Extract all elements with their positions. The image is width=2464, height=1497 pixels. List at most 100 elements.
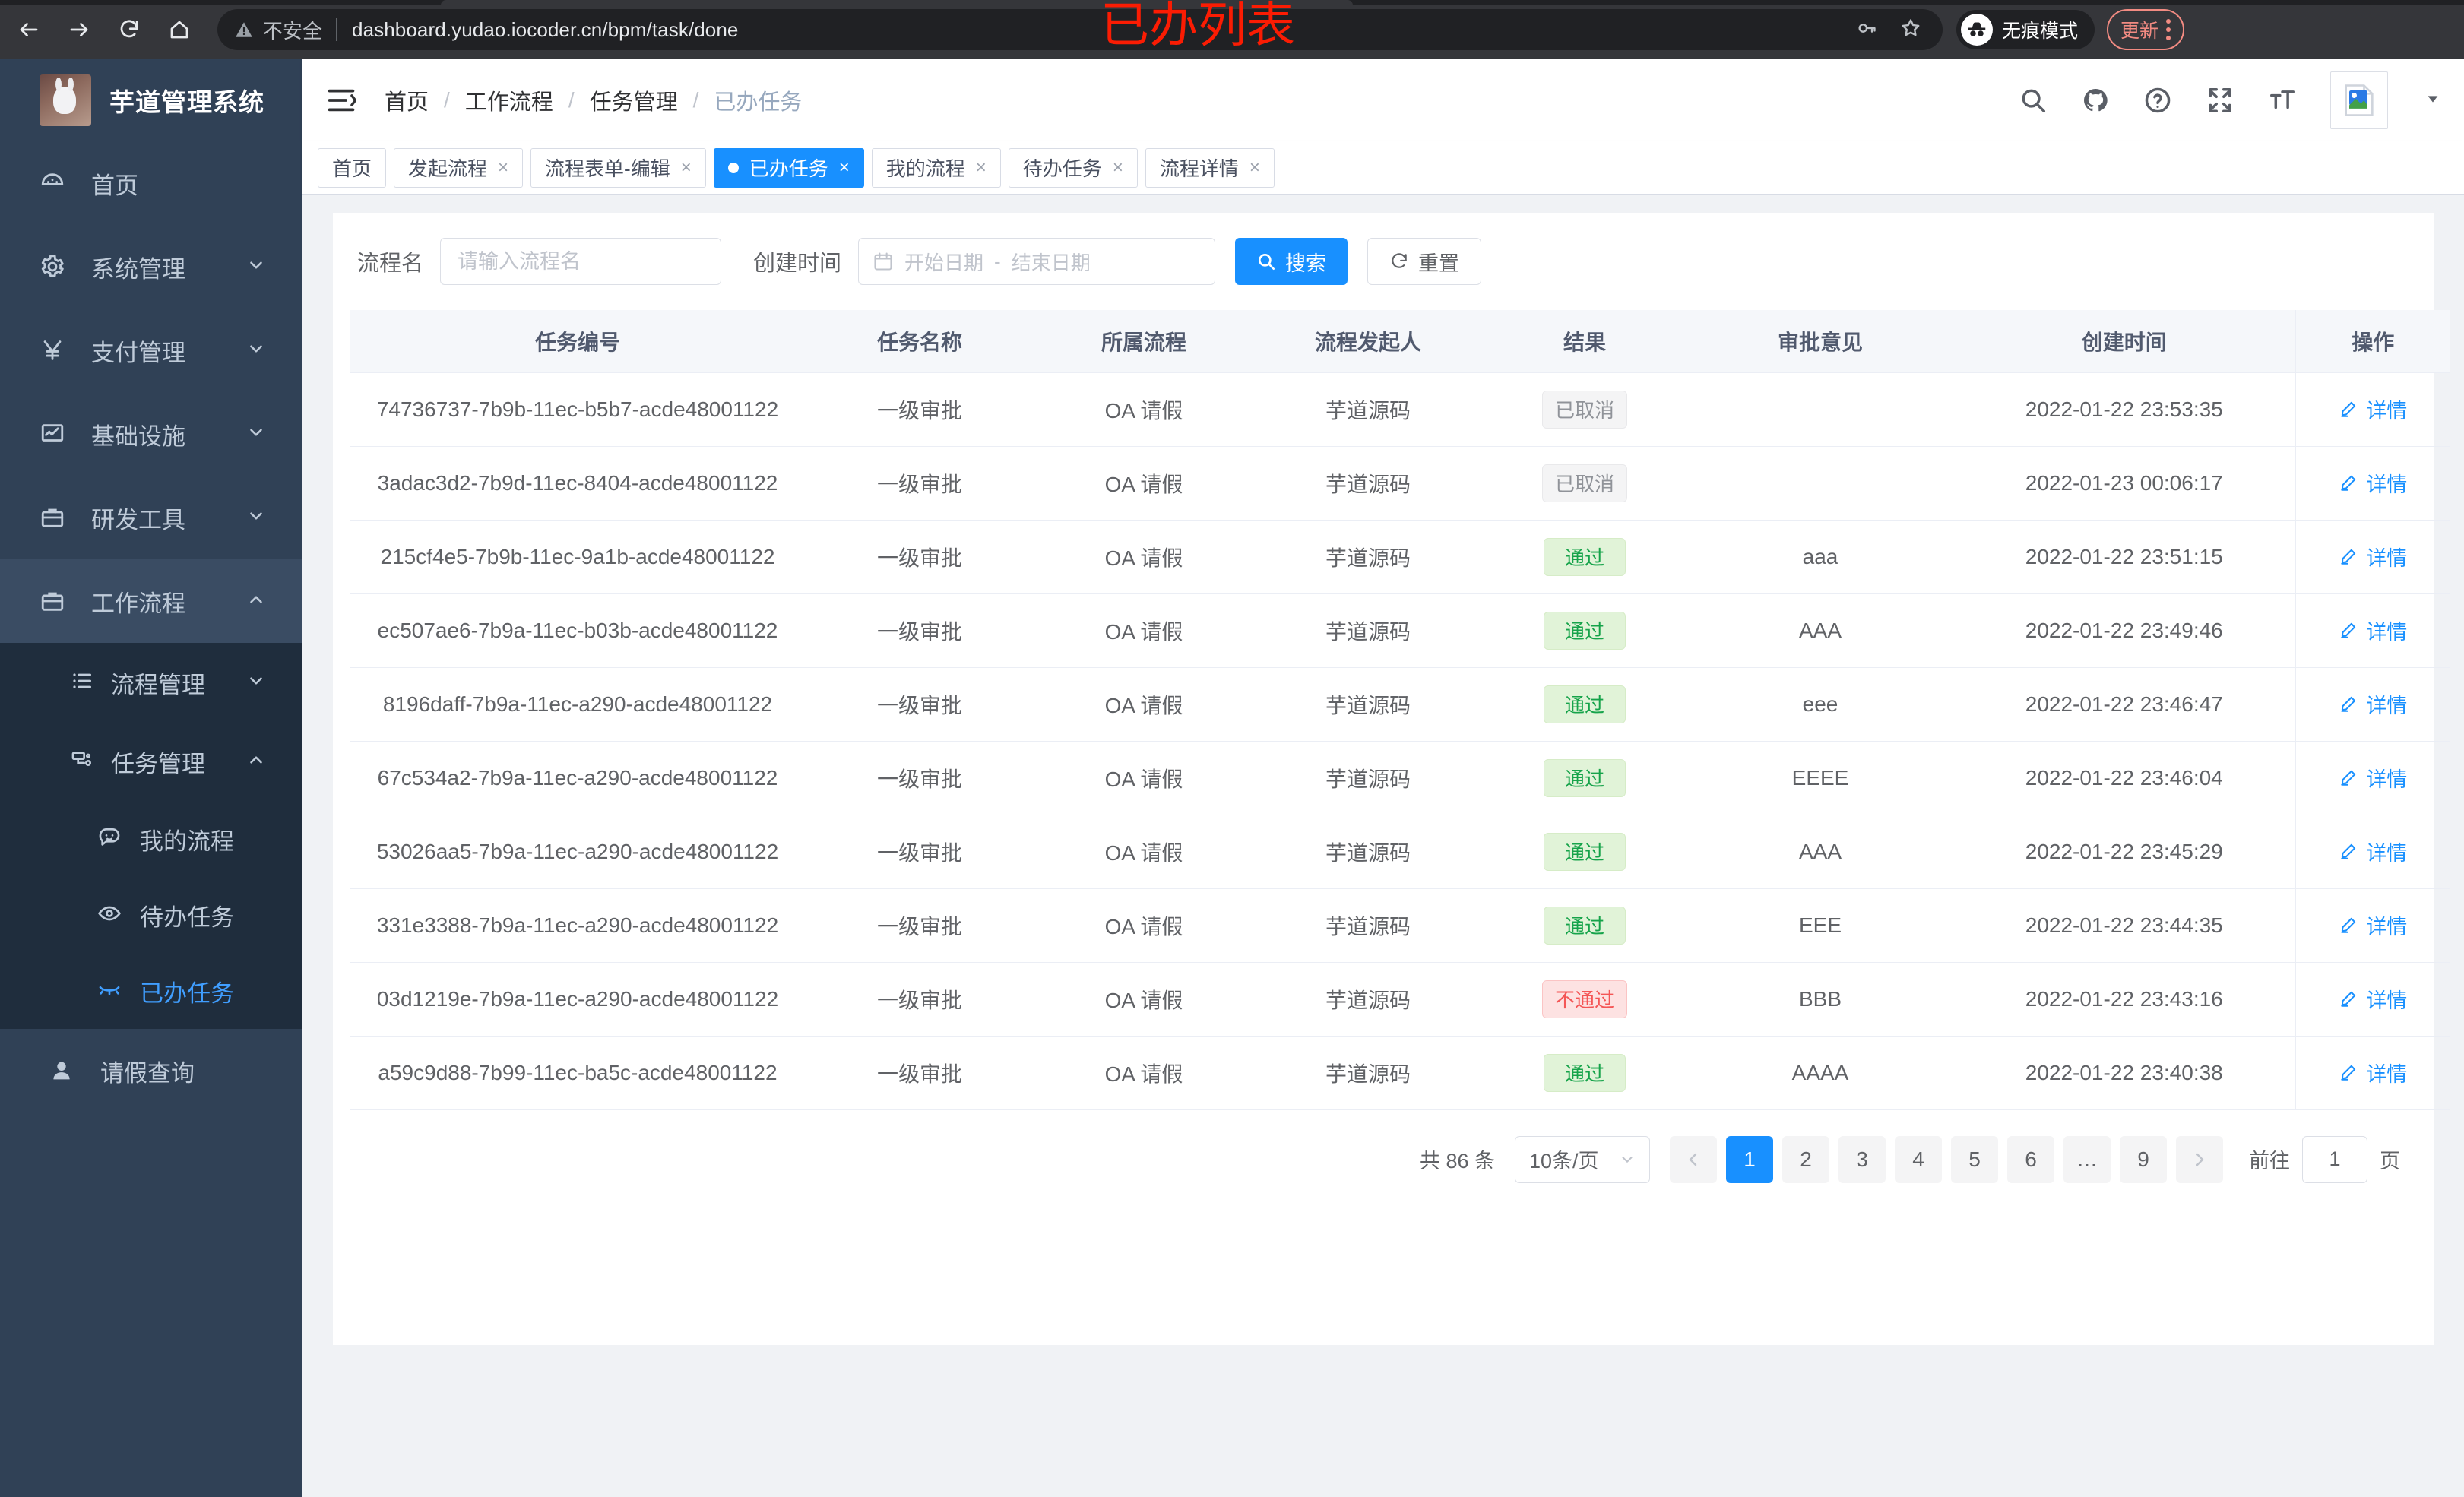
page-number-button[interactable]: 2 xyxy=(1782,1135,1829,1183)
cell-opinion: aaa xyxy=(1687,520,1953,594)
page-number-button[interactable]: 4 xyxy=(1895,1135,1942,1183)
sidebar-item-workflow[interactable]: 工作流程 xyxy=(0,559,302,643)
close-icon[interactable]: × xyxy=(680,157,692,178)
sidebar-item-done-task[interactable]: 已办任务 xyxy=(0,953,302,1029)
sidebar-item-home[interactable]: 首页 xyxy=(0,141,302,225)
detail-link[interactable]: 详情 xyxy=(2339,910,2407,940)
reset-button-label: 重置 xyxy=(1418,252,1460,275)
sidebar-item-my-process[interactable]: 我的流程 xyxy=(0,801,302,877)
back-arrow-icon[interactable] xyxy=(8,8,50,51)
active-browser-tab[interactable] xyxy=(441,0,1353,5)
detail-link[interactable]: 详情 xyxy=(2339,689,2407,719)
calendar-icon xyxy=(874,252,892,271)
date-range-dash: - xyxy=(994,249,1001,273)
home-icon[interactable] xyxy=(158,8,201,51)
kebab-menu-icon[interactable] xyxy=(2166,19,2171,40)
detail-link[interactable]: 详情 xyxy=(2339,616,2407,645)
tab-done-task[interactable]: 已办任务 × xyxy=(713,147,864,188)
reload-icon[interactable] xyxy=(108,8,150,51)
sidebar-item-todo-task[interactable]: 待办任务 xyxy=(0,877,302,953)
yen-icon xyxy=(40,337,74,363)
sidebar-item-label: 流程管理 xyxy=(111,671,205,698)
cell-actions: 详情 xyxy=(2295,593,2450,668)
cell-initiator: 芋道源码 xyxy=(1254,372,1482,447)
cell-process: OA 请假 xyxy=(1034,593,1254,668)
tab-process-form-edit[interactable]: 流程表单-编辑 × xyxy=(530,147,706,188)
password-key-icon[interactable] xyxy=(1856,17,1877,43)
flow-name-input[interactable] xyxy=(440,238,722,285)
tab-home[interactable]: 首页 xyxy=(318,147,387,188)
goto-label: 前往 xyxy=(2249,1150,2290,1173)
close-icon[interactable]: × xyxy=(498,157,509,178)
table-row: 74736737-7b9b-11ec-b5b7-acde48001122 一级审批… xyxy=(350,372,2450,447)
search-icon[interactable] xyxy=(2019,86,2048,115)
detail-link[interactable]: 详情 xyxy=(2339,837,2407,866)
tab-todo-task[interactable]: 待办任务 × xyxy=(1008,147,1138,188)
sidebar-item-infrastructure[interactable]: 基础设施 xyxy=(0,392,302,476)
cell-actions: 详情 xyxy=(2295,520,2450,594)
close-icon[interactable]: × xyxy=(838,157,850,178)
github-icon[interactable] xyxy=(2081,86,2110,115)
cell-result: 通过 xyxy=(1482,888,1687,963)
table-row: 53026aa5-7b9a-11ec-a290-acde48001122 一级审批… xyxy=(350,815,2450,889)
update-button[interactable]: 更新 xyxy=(2107,9,2185,50)
detail-link[interactable]: 详情 xyxy=(2339,984,2407,1014)
breadcrumb-item-task-manage[interactable]: 任务管理 xyxy=(589,90,678,115)
tab-label: 我的流程 xyxy=(885,157,965,180)
bookmark-star-icon[interactable] xyxy=(1900,17,1921,43)
page-number-button[interactable]: 6 xyxy=(2007,1135,2054,1183)
breadcrumb-item-workflow[interactable]: 工作流程 xyxy=(464,90,553,115)
chevron-down-icon xyxy=(246,423,266,446)
cell-task-id: 74736737-7b9b-11ec-b5b7-acde48001122 xyxy=(350,372,806,447)
detail-link[interactable]: 详情 xyxy=(2339,468,2407,498)
sidebar-item-leave-query[interactable]: 请假查询 xyxy=(0,1029,302,1112)
page-number-button[interactable]: 5 xyxy=(1951,1135,1998,1183)
page-ellipsis[interactable]: … xyxy=(2063,1135,2111,1183)
monitor-icon xyxy=(40,421,74,447)
sidebar-item-devtools[interactable]: 研发工具 xyxy=(0,476,302,559)
forward-arrow-icon[interactable] xyxy=(58,8,100,51)
page-number-button[interactable]: 3 xyxy=(1838,1135,1886,1183)
close-icon[interactable]: × xyxy=(1249,157,1260,178)
next-page-button[interactable] xyxy=(2176,1135,2223,1183)
sidebar-item-system[interactable]: 系统管理 xyxy=(0,225,302,309)
incognito-mode-chip[interactable]: 无痕模式 xyxy=(1956,10,2095,49)
date-range-picker[interactable]: 开始日期 - 结束日期 xyxy=(858,238,1216,285)
close-icon[interactable]: × xyxy=(1112,157,1123,178)
tab-start-process[interactable]: 发起流程 × xyxy=(394,147,524,188)
edit-pencil-icon xyxy=(2341,623,2356,639)
detail-link[interactable]: 详情 xyxy=(2339,763,2407,793)
detail-link[interactable]: 详情 xyxy=(2339,542,2407,571)
tab-process-detail[interactable]: 流程详情 × xyxy=(1145,147,1275,188)
fullscreen-icon[interactable] xyxy=(2206,86,2234,115)
sidebar-item-process-manage[interactable]: 流程管理 xyxy=(0,643,302,722)
page-size-select[interactable]: 10条/页 xyxy=(1515,1135,1650,1183)
prev-page-button[interactable] xyxy=(1670,1135,1717,1183)
help-circle-icon[interactable] xyxy=(2143,86,2172,115)
close-icon[interactable]: × xyxy=(975,157,987,178)
goto-page-input[interactable] xyxy=(2302,1135,2367,1183)
sidebar-item-label: 基础设施 xyxy=(91,423,185,450)
edit-pencil-icon xyxy=(2341,549,2356,565)
brand[interactable]: 芋道管理系统 xyxy=(0,59,302,141)
font-size-icon[interactable] xyxy=(2268,86,2297,115)
detail-link[interactable]: 详情 xyxy=(2339,1058,2407,1087)
content-area: 流程名 创建时间 开始日期 - 结束日期 搜索 重置 xyxy=(302,195,2464,1497)
sidebar-item-task-manage[interactable]: 任务管理 xyxy=(0,722,302,801)
page-number-button[interactable]: 9 xyxy=(2120,1135,2167,1183)
cell-create-time: 2022-01-22 23:43:16 xyxy=(1953,962,2295,1037)
tab-my-process[interactable]: 我的流程 × xyxy=(871,147,1001,188)
caret-down-icon[interactable] xyxy=(2424,90,2441,111)
detail-link[interactable]: 详情 xyxy=(2339,394,2407,424)
reset-button[interactable]: 重置 xyxy=(1367,238,1482,285)
column-header-create-time: 创建时间 xyxy=(1953,310,2295,373)
avatar[interactable] xyxy=(2330,71,2388,129)
page-number-button[interactable]: 1 xyxy=(1726,1135,1773,1183)
tab-label: 发起流程 xyxy=(408,157,488,180)
cell-process: OA 请假 xyxy=(1034,888,1254,963)
search-button[interactable]: 搜索 xyxy=(1235,238,1348,285)
address-bar[interactable]: 不安全 dashboard.yudao.iocoder.cn/bpm/task/… xyxy=(217,9,1943,50)
breadcrumb-item-home[interactable]: 首页 xyxy=(385,90,429,115)
hamburger-collapse-icon[interactable] xyxy=(321,80,362,121)
sidebar-item-payment[interactable]: 支付管理 xyxy=(0,309,302,392)
